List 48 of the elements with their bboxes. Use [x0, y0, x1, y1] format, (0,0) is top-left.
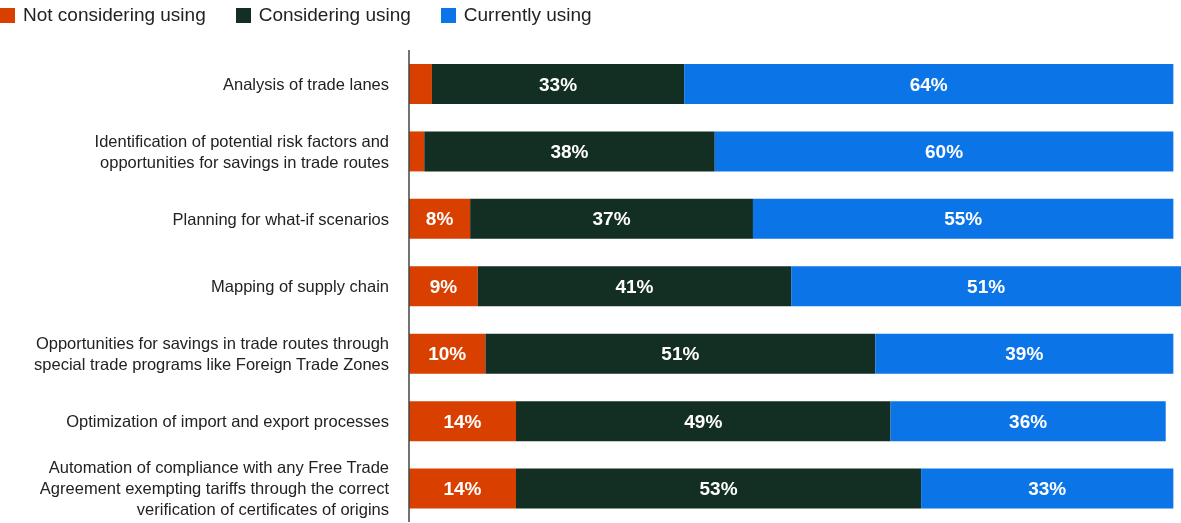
- data-label: 38%: [550, 140, 589, 162]
- data-label: 64%: [909, 73, 948, 95]
- y-tick-label: Analysis of trade lanes: [222, 74, 389, 93]
- data-label: 36%: [1009, 410, 1048, 432]
- bar: [424, 131, 715, 172]
- data-label: 51%: [661, 343, 700, 365]
- y-tick-label: Optimization of import and export processes: [66, 411, 389, 430]
- bar: [409, 266, 478, 307]
- bar: [409, 64, 432, 104]
- data-label: 41%: [615, 275, 654, 297]
- data-label: 53%: [699, 478, 738, 500]
- y-tick-label: Mapping of supply chain: [211, 277, 389, 295]
- data-label: 14%: [443, 410, 482, 432]
- bar: [890, 401, 1166, 442]
- y-tick-label: Opportunities for savings in trade routes through special trade programs like Foreign Trade Zones: [34, 333, 389, 373]
- data-label: 9%: [429, 275, 458, 297]
- data-label: 33%: [1028, 478, 1067, 500]
- bar: [516, 401, 891, 442]
- bar: [714, 131, 1174, 172]
- data-label: 60%: [925, 140, 964, 162]
- y-tick-label: Automation of compliance with any Free Trade Agreement exempting tariffs through the correct verification of certificates of origins: [39, 458, 390, 519]
- data-label: 33%: [539, 73, 578, 95]
- data-label: 37%: [592, 208, 631, 230]
- data-label: 49%: [684, 410, 723, 432]
- data-label: 14%: [443, 478, 482, 500]
- y-tick-label: Planning for what-if scenarios: [172, 209, 389, 228]
- data-label: 55%: [944, 208, 983, 230]
- data-label: 10%: [428, 343, 467, 365]
- legend-label: Considering using: [258, 4, 411, 26]
- data-label: 8%: [425, 208, 454, 230]
- legend-label: Currently using: [463, 4, 592, 26]
- bar: [875, 333, 1174, 374]
- bar: [470, 198, 753, 239]
- data-label: 39%: [1005, 343, 1044, 365]
- data-label: 51%: [967, 275, 1006, 297]
- bar: [409, 131, 425, 172]
- bar: [477, 266, 792, 307]
- bar: [409, 401, 517, 442]
- bar: [684, 64, 1174, 104]
- bar: [409, 468, 517, 509]
- y-tick-label: Identification of potential risk factors and opportunities for savings in trade routes: [94, 131, 389, 171]
- bar: [516, 468, 922, 509]
- legend-label: Not considering using: [23, 4, 206, 26]
- bar: [791, 266, 1181, 307]
- bar: [752, 198, 1174, 239]
- bar: [431, 64, 685, 104]
- bar: [485, 333, 876, 374]
- bar: [921, 468, 1174, 509]
